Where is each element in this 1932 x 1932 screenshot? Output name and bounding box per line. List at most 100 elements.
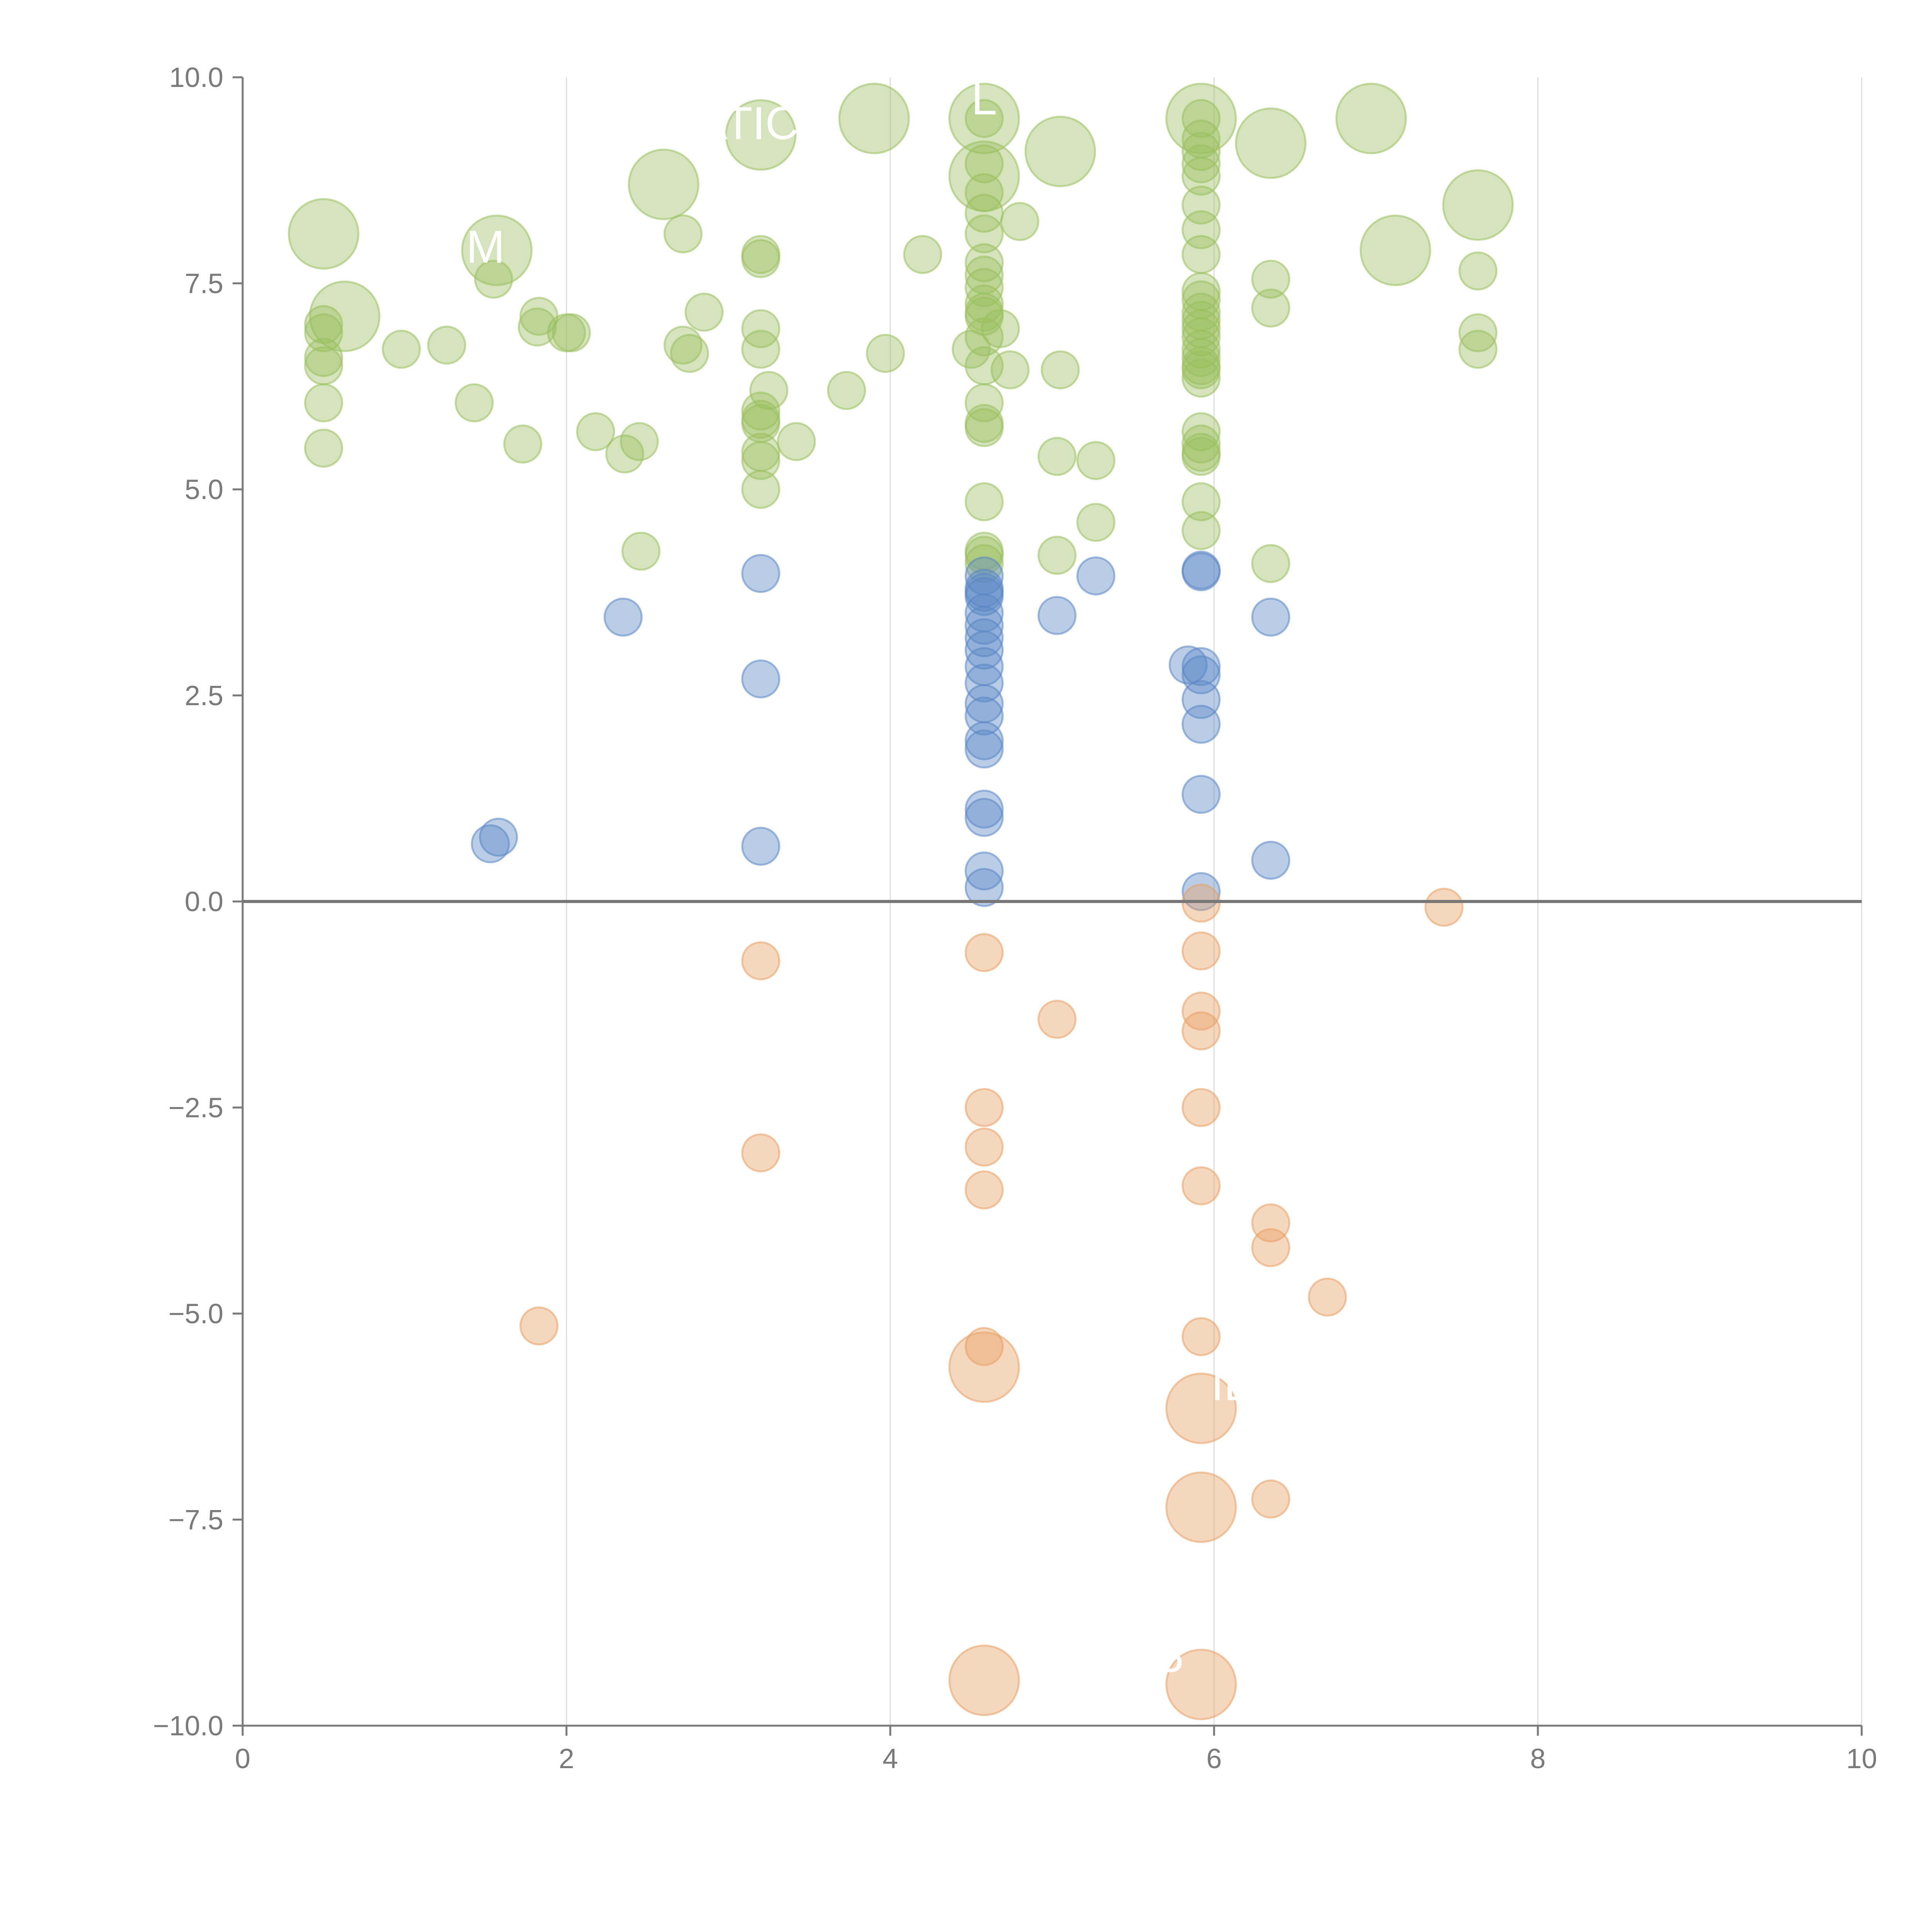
point-label: M (466, 221, 505, 273)
data-point (777, 422, 816, 461)
data-point (1181, 1317, 1221, 1356)
data-point (741, 827, 781, 866)
y-tick-label: 5.0 (185, 474, 223, 505)
data-point (741, 1133, 781, 1173)
data-point (964, 1088, 1004, 1127)
data-point (903, 235, 942, 274)
data-point (1181, 931, 1221, 971)
data-point (503, 424, 543, 464)
x-tick-label: 8 (1530, 1743, 1546, 1774)
data-point (1308, 1277, 1347, 1317)
data-point (1181, 424, 1221, 464)
data-point (964, 214, 1004, 253)
y-tick-label: 0.0 (185, 886, 223, 917)
data-point (1041, 350, 1080, 389)
point-label: L (971, 73, 997, 124)
data-point (1458, 251, 1498, 291)
data-point (741, 309, 781, 349)
data-point (304, 383, 343, 423)
data-point (1181, 1088, 1221, 1127)
data-point (1181, 552, 1221, 592)
data-point (964, 798, 1004, 837)
data-point (1181, 1166, 1221, 1206)
series-mid (471, 551, 1291, 911)
data-point (1181, 992, 1221, 1031)
data-point (1335, 83, 1407, 155)
data-point (964, 297, 1004, 336)
data-point (1076, 441, 1116, 480)
y-tick-label: 7.5 (185, 268, 223, 299)
data-point (1251, 840, 1291, 880)
data-point (741, 470, 781, 509)
data-point (1181, 330, 1221, 369)
data-point (628, 148, 699, 220)
data-point (964, 1128, 1004, 1167)
data-point (1165, 1372, 1237, 1444)
data-point (725, 99, 797, 171)
data-point (1168, 645, 1208, 685)
data-point (964, 1170, 1004, 1210)
data-point (1424, 888, 1464, 927)
y-tick-label: 2.5 (185, 680, 223, 711)
data-point (964, 482, 1004, 521)
data-point (1037, 1000, 1077, 1039)
data-point (604, 597, 643, 637)
data-point (1181, 144, 1221, 184)
data-point (741, 239, 781, 278)
point-annotations: MATIC L M IL P (466, 73, 1250, 1694)
data-point (684, 293, 724, 332)
data-point (964, 144, 1004, 184)
data-point (1181, 511, 1221, 550)
data-point (964, 868, 1004, 907)
y-tick-label: −10.0 (153, 1711, 223, 1742)
data-point (964, 630, 1004, 670)
data-point (1359, 214, 1431, 286)
data-point (304, 346, 343, 386)
data-point (964, 729, 1004, 769)
data-point (519, 1306, 559, 1345)
data-point (309, 281, 381, 352)
data-point (621, 531, 661, 571)
data-point (1181, 883, 1221, 923)
data-point (304, 429, 343, 468)
data-point (1024, 116, 1096, 187)
data-point (948, 1331, 1020, 1403)
data-point (964, 721, 1004, 760)
data-point (1181, 647, 1221, 686)
data-point (1181, 704, 1221, 744)
x-tick-label: 6 (1206, 1743, 1222, 1774)
data-point (1181, 338, 1221, 377)
data-point (964, 577, 1004, 616)
x-tick-label: 2 (559, 1743, 574, 1774)
data-point (1076, 503, 1116, 542)
data-point (1442, 169, 1514, 241)
data-point (1181, 235, 1221, 274)
data-point (1235, 107, 1307, 179)
y-tick-label: 10.0 (169, 62, 223, 93)
data-point (741, 441, 781, 480)
data-point (1181, 350, 1221, 389)
data-point (576, 412, 615, 451)
data-point (990, 350, 1030, 389)
data-point (1251, 597, 1291, 637)
x-tick-label: 10 (1846, 1743, 1877, 1774)
data-point (1037, 437, 1077, 476)
data-point (964, 789, 1004, 829)
data-point (1165, 1471, 1237, 1543)
tick-labels: 0 2 4 6 8 10 10.0 7.5 5.0 2.5 0.0 −2.5 −5.0 −7.5 −10.0 (153, 62, 1877, 1774)
data-point (552, 313, 591, 352)
data-point (1181, 1011, 1221, 1051)
data-point (964, 618, 1004, 657)
y-tick-label: −2.5 (168, 1092, 223, 1123)
data-point (474, 260, 513, 299)
data-point (620, 422, 659, 461)
data-point (288, 198, 359, 270)
data-point (964, 1327, 1004, 1366)
data-point (964, 284, 1004, 324)
data-point (741, 391, 781, 431)
data-point (1181, 359, 1221, 398)
data-point (1251, 1479, 1291, 1519)
data-point (663, 214, 703, 253)
point-label: P (1153, 1643, 1184, 1694)
